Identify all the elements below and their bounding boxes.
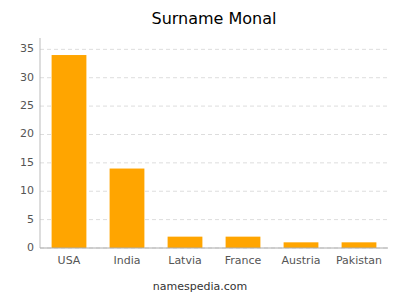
y-tick-label: 0 [27, 241, 34, 254]
y-tick-label: 20 [20, 127, 34, 140]
y-axis-line [40, 38, 41, 248]
x-tick-label: Latvia [168, 254, 202, 267]
grid-line [40, 49, 388, 50]
x-tick-label: Austria [282, 254, 321, 267]
chart-container: 0 5 10 15 20 25 30 35 USA India Latvia France Austri… [0, 0, 400, 300]
grid-line [40, 106, 388, 107]
x-tick-label: Pakistan [336, 254, 382, 267]
y-tick-label: 5 [27, 213, 34, 226]
bar [226, 237, 261, 248]
x-ticks: USA India Latvia France Austria Pakistan [58, 254, 382, 267]
x-tick-label: USA [58, 254, 81, 267]
y-tick-label: 35 [20, 42, 34, 55]
x-axis-line [40, 248, 388, 249]
y-tick-label: 25 [20, 99, 34, 112]
chart-svg: 0 5 10 15 20 25 30 35 USA India Latvia France Austri… [0, 0, 400, 300]
bar [52, 55, 87, 248]
bar [342, 242, 377, 248]
y-ticks: 0 5 10 15 20 25 30 35 [20, 42, 34, 254]
grid [40, 49, 388, 248]
y-tick-label: 10 [20, 184, 34, 197]
grid-line [40, 162, 388, 163]
grid-line [40, 248, 388, 249]
grid-line [40, 77, 388, 78]
bars [52, 55, 377, 248]
y-tick-label: 30 [20, 71, 34, 84]
bar [284, 242, 319, 248]
x-tick-label: France [225, 254, 262, 267]
bar [110, 169, 145, 248]
grid-line [40, 134, 388, 135]
grid-line [40, 219, 388, 220]
grid-line [40, 191, 388, 192]
x-tick-label: India [114, 254, 141, 267]
bar [168, 237, 203, 248]
title: Surname Monal [151, 9, 276, 28]
y-tick-label: 15 [20, 156, 34, 169]
footer-annotation: namespedia.com [153, 280, 247, 293]
